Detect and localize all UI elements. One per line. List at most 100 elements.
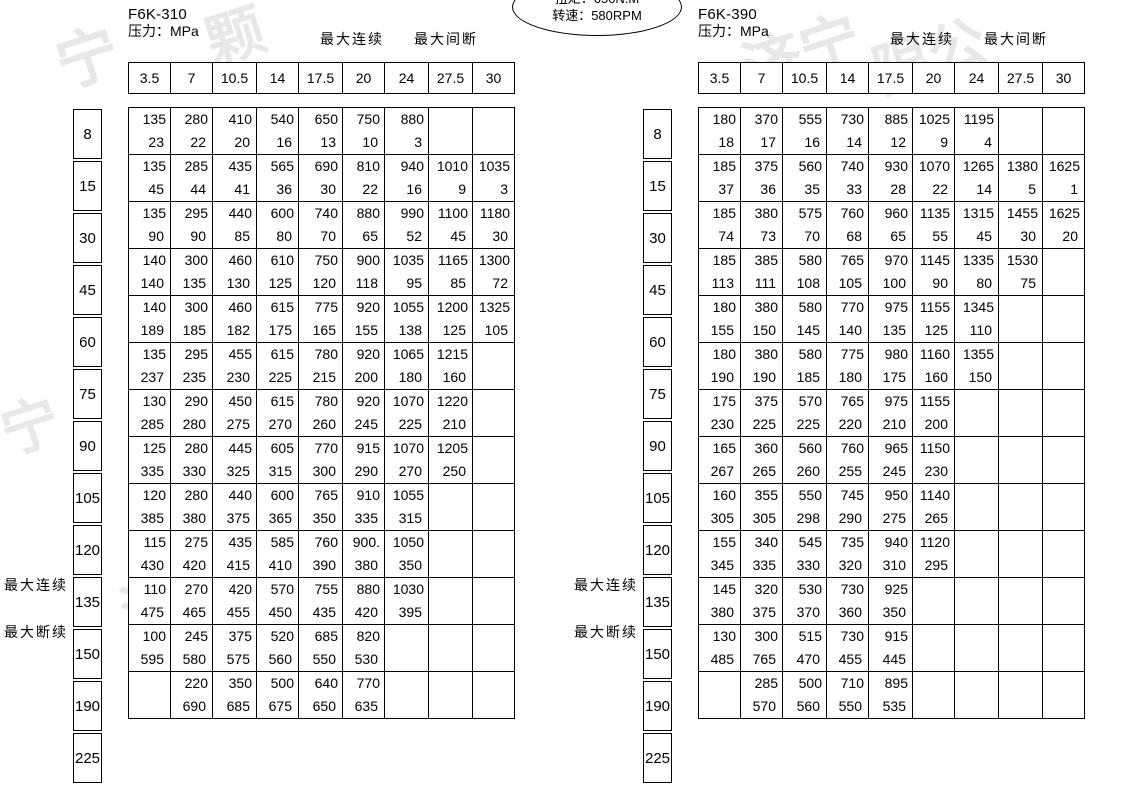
- cell-speed: [473, 648, 514, 671]
- rpm-label-105: 105: [73, 473, 103, 523]
- cell-torque: [473, 108, 514, 131]
- cell-speed: 210: [442, 416, 466, 432]
- cell-speed: 420: [182, 557, 206, 573]
- data-cell-left-105-7: 280 330: [170, 436, 213, 484]
- cell-speed: 118: [355, 275, 378, 291]
- data-cell-right-105-27.5: [998, 436, 1043, 484]
- data-cell-right-30-17.5: 960 65: [868, 201, 913, 249]
- cell-speed: [473, 554, 514, 577]
- side-max-continuous-right: 最大连续: [574, 577, 638, 593]
- cell-speed: 70: [320, 228, 336, 244]
- data-cell-left-90-3.5: 130 285: [128, 389, 171, 437]
- cell-speed: 155: [354, 322, 378, 338]
- data-cell-right-135-7: 340 335: [740, 530, 783, 578]
- cell-torque: [129, 672, 170, 695]
- cell-torque: 640: [314, 675, 338, 691]
- cell-speed: 270: [268, 416, 292, 432]
- cell-torque: 380: [754, 299, 778, 315]
- data-cell-left-90-27.5: 1220 210: [428, 389, 473, 437]
- pressure-header-cell-10.5: 10.5: [782, 62, 827, 94]
- data-cell-left-30-17.5: 740 70: [298, 201, 343, 249]
- cell-torque: 1325: [478, 299, 510, 315]
- cell-torque: 605: [270, 440, 294, 456]
- cell-torque: 930: [884, 158, 908, 174]
- cell-speed: 100: [882, 275, 906, 291]
- cell-torque: [1043, 296, 1084, 319]
- data-cell-left-190-10.5: 375 575: [212, 624, 257, 672]
- cell-speed: 345: [710, 557, 734, 573]
- data-cell-left-75-20: 920 200: [342, 342, 385, 390]
- cell-torque: 280: [184, 111, 208, 127]
- cell-speed: [1043, 272, 1084, 295]
- data-cell-left-120-17.5: 765 350: [298, 483, 343, 531]
- table-row: 140 140 300 135 460 130 610 125 750 120 900 118 1035…: [128, 248, 515, 296]
- cell-speed: 298: [796, 510, 820, 526]
- rpm-label-8: 8: [643, 109, 673, 159]
- data-cell-left-8-24: 880 3: [384, 107, 429, 155]
- cell-speed: 18: [718, 134, 734, 150]
- cell-speed: 435: [312, 604, 336, 620]
- cell-torque: 710: [840, 675, 864, 691]
- data-cell-left-15-14: 565 36: [256, 154, 299, 202]
- data-cell-left-90-14: 615 270: [256, 389, 299, 437]
- data-cell-left-120-27.5: [428, 483, 473, 531]
- cell-torque: [1043, 390, 1084, 413]
- cell-torque: 1035: [478, 158, 510, 174]
- data-cell-right-225-24: [954, 671, 999, 719]
- data-cell-left-150-14: 570 450: [256, 577, 299, 625]
- cell-torque: 440: [228, 487, 252, 503]
- data-cell-right-60-27.5: [998, 295, 1043, 343]
- pressure-header-cell-27.5: 27.5: [428, 62, 473, 94]
- cell-speed: [473, 131, 514, 154]
- cell-speed: 330: [796, 557, 820, 573]
- data-cell-right-190-7: 300 765: [740, 624, 783, 672]
- data-cell-right-120-17.5: 950 275: [868, 483, 913, 531]
- cell-speed: 285: [140, 416, 164, 432]
- cell-speed: 595: [140, 651, 164, 667]
- data-grid-left: 135 23 280 22 410 20 540 16 650 13 750 10 880 3 135 45 2…: [128, 107, 515, 719]
- rpm-label-190: 190: [643, 681, 673, 731]
- data-cell-right-190-14: 730 455: [826, 624, 869, 672]
- data-cell-right-135-10.5: 545 330: [782, 530, 827, 578]
- data-cell-left-150-24: 1030 395: [384, 577, 429, 625]
- data-cell-left-135-3.5: 115 430: [128, 530, 171, 578]
- cell-speed: 180: [398, 369, 422, 385]
- cell-torque: 735: [840, 534, 864, 550]
- data-cell-left-30-20: 880 65: [342, 201, 385, 249]
- cell-speed: 275: [882, 510, 906, 526]
- table-row: 115 430 275 420 435 415 585 410 760 390 900. 380 105…: [128, 530, 515, 578]
- cell-speed: 105: [838, 275, 862, 291]
- speed-text: 转速：580RPM: [552, 8, 642, 23]
- cell-torque: 685: [314, 628, 338, 644]
- cell-speed: 250: [442, 463, 466, 479]
- data-cell-left-135-30: [472, 530, 515, 578]
- data-cell-right-60-3.5: 180 155: [698, 295, 741, 343]
- cell-torque: 750: [356, 111, 380, 127]
- cell-speed: 130: [226, 275, 250, 291]
- data-cell-right-15-14: 740 33: [826, 154, 869, 202]
- cell-speed: [999, 601, 1042, 624]
- cell-speed: [1043, 601, 1084, 624]
- data-cell-left-135-24: 1050 350: [384, 530, 429, 578]
- data-cell-left-75-17.5: 780 215: [298, 342, 343, 390]
- cell-torque: 980: [884, 346, 908, 362]
- data-cell-right-120-7: 355 305: [740, 483, 783, 531]
- rpm-label-30: 30: [643, 213, 673, 263]
- cell-torque: 915: [356, 440, 380, 456]
- cell-torque: 880: [356, 581, 380, 597]
- table-row: 185 113 385 111 580 108 765 105 970 100 1145 90 1335…: [698, 248, 1085, 296]
- data-cell-right-135-30: [1042, 530, 1085, 578]
- cell-speed: 36: [276, 181, 292, 197]
- data-cell-right-8-24: 1195 4: [954, 107, 999, 155]
- cell-torque: [913, 578, 954, 601]
- cell-torque: 575: [798, 205, 822, 221]
- cell-torque: 110: [143, 581, 166, 597]
- cell-speed: 300: [312, 463, 336, 479]
- cell-speed: 190: [710, 369, 734, 385]
- cell-speed: [473, 413, 514, 436]
- cell-torque: [1043, 672, 1084, 695]
- cell-torque: 880: [400, 111, 424, 127]
- data-cell-left-75-7: 295 235: [170, 342, 213, 390]
- data-cell-right-75-10.5: 580 185: [782, 342, 827, 390]
- cell-speed: 325: [226, 463, 250, 479]
